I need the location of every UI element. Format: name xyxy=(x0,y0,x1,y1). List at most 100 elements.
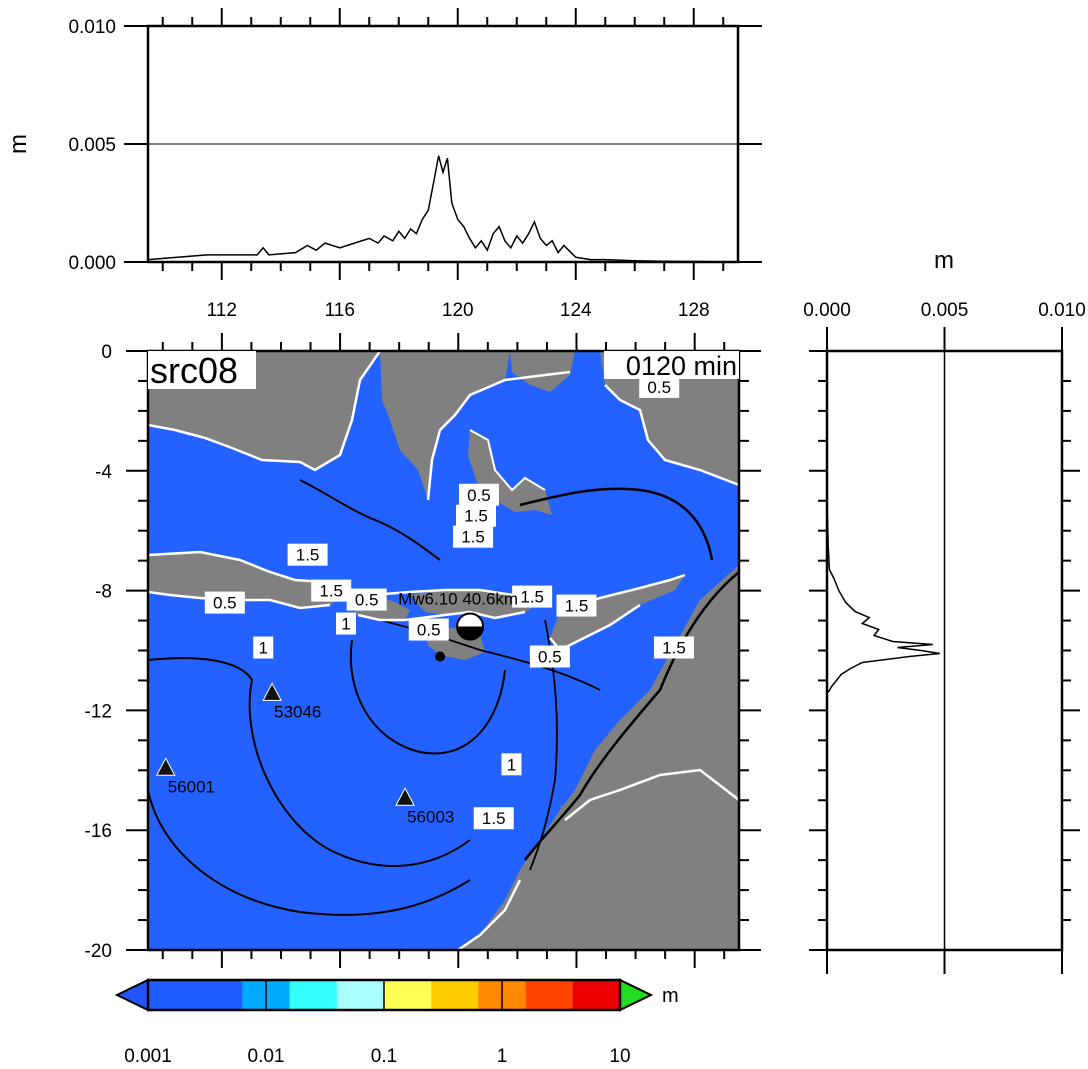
top-y-tick-label: 0.000 xyxy=(68,253,116,274)
colorbar-tick-labels: 0.001 0.01 0.1 1 10 xyxy=(124,1046,630,1067)
map-y-tick-label: -8 xyxy=(95,582,112,603)
station-label: 56001 xyxy=(168,777,215,796)
contour-label: 1.5 xyxy=(287,543,328,566)
top-y-tick-label: 0.005 xyxy=(68,135,116,156)
contour-label-box xyxy=(335,612,356,635)
colorbar-over-arrow xyxy=(619,978,654,1012)
colorbar-cell xyxy=(195,980,243,1010)
right-profile-ticks xyxy=(809,327,1080,974)
right-x-tick-label: 0.005 xyxy=(921,300,969,321)
map-ticks xyxy=(126,333,761,968)
colorbar-tick-label: 1 xyxy=(497,1046,508,1067)
contour-label: 1.5 xyxy=(556,594,597,617)
top-x-tick-label: 116 xyxy=(325,300,355,321)
contour-label: 1 xyxy=(501,753,522,776)
station-label: 53046 xyxy=(274,702,321,721)
top-x-tick-label: 124 xyxy=(560,300,592,321)
colorbar-tick-label: 0.01 xyxy=(248,1046,285,1067)
contour-label-text: 0.5 xyxy=(213,594,237,613)
right-profile-series-line xyxy=(826,515,940,693)
contour-coast-australia xyxy=(524,571,739,861)
map-y-tick-labels: 0 -4 -8 -12 -16 -20 xyxy=(85,342,113,962)
contour-label-box xyxy=(501,753,522,776)
contour-label: 1.5 xyxy=(311,579,352,602)
main-map-panel: 0.5 1.5 1.5 0.5 1 0.5 1 0.5 1.5 1.5 1.5 1.5 0.5 0.5 1.… xyxy=(85,333,761,968)
contour-label: 0.5 xyxy=(408,618,449,641)
contour-label-text: 1 xyxy=(507,755,516,774)
contour-label-box xyxy=(458,483,499,506)
epicenter-dot xyxy=(435,651,446,662)
contour-labels: 0.5 1.5 1.5 0.5 1 0.5 1 0.5 1.5 1.5 1.5 1.5 0.5 0.5 1.… xyxy=(204,375,694,830)
contour-label: 0.5 xyxy=(639,375,680,398)
stations: 53046 56001 56003 xyxy=(155,682,454,826)
contour-label: 1.5 xyxy=(453,525,494,548)
contour-label: 0.5 xyxy=(529,645,570,668)
contour-label: 0.5 xyxy=(458,483,499,506)
coastline-sulawesi xyxy=(426,370,571,501)
contour-outer-ring xyxy=(148,789,471,916)
colorbar-cell xyxy=(525,980,574,1010)
contour-label-text: 1.5 xyxy=(296,546,320,565)
top-y-tick-label: 0.010 xyxy=(68,17,116,38)
contour-label-box xyxy=(556,594,597,617)
station-label: 56003 xyxy=(407,807,454,826)
top-x-tick-label: 112 xyxy=(207,300,237,321)
right-profile-x-axis-title: m xyxy=(934,247,954,274)
contour-java-sea xyxy=(299,479,441,561)
coastline-australia xyxy=(457,768,739,950)
contour-label-text: 0.5 xyxy=(647,378,671,397)
contour-label-text: 1.5 xyxy=(461,528,485,547)
contour-label: 1.5 xyxy=(512,585,553,608)
right-x-tick-label: 0.000 xyxy=(803,300,851,321)
contour-banda-arc xyxy=(519,487,714,561)
contour-label-box xyxy=(653,636,694,659)
contour-label-box xyxy=(529,645,570,668)
colorbar-tick-label: 10 xyxy=(609,1046,630,1067)
contour-label-text: 1.5 xyxy=(565,597,589,616)
coastline-flores-sea xyxy=(469,429,546,492)
right-x-tick-label: 0.010 xyxy=(1038,300,1086,321)
colorbar-cell xyxy=(289,980,338,1010)
colorbar-cell xyxy=(336,980,385,1010)
contour-label: 1.5 xyxy=(473,807,514,830)
colorbar-unit: m xyxy=(662,985,679,1007)
colorbar-cell xyxy=(384,980,432,1010)
contour-label-text: 1.5 xyxy=(482,809,506,828)
map-y-tick-label: -12 xyxy=(85,701,112,722)
map-title-box xyxy=(148,351,256,389)
contour-label-box xyxy=(253,636,274,659)
contour-label-text: 1 xyxy=(259,639,268,658)
contour-label-box xyxy=(453,525,494,548)
map-y-tick-label: -20 xyxy=(85,941,112,962)
land-java xyxy=(148,552,350,608)
top-profile-ticks xyxy=(124,8,762,280)
contour-label-box xyxy=(204,591,245,614)
top-profile-y-axis-title: m xyxy=(5,134,32,154)
epicenter-marker: Mw6.10 40.6km xyxy=(398,590,518,662)
land-sumbawa-flores xyxy=(410,590,545,618)
top-x-tick-label: 128 xyxy=(678,300,710,321)
contour-label-box xyxy=(456,504,497,527)
contour-label-text: 1.5 xyxy=(662,639,686,658)
contour-label-box xyxy=(639,375,680,398)
station-56003: 56003 xyxy=(395,787,454,826)
contour-label-text: 1.5 xyxy=(464,507,488,526)
land-timor xyxy=(550,575,685,650)
map-y-tick-label: 0 xyxy=(101,342,112,363)
contour-label-box xyxy=(311,579,352,602)
land-sulawesi xyxy=(380,351,510,500)
station-triangle-icon xyxy=(155,757,176,776)
station-triangle-icon xyxy=(262,682,282,701)
time-label-box xyxy=(604,351,739,379)
station-56001: 56001 xyxy=(155,757,215,796)
land-australia xyxy=(458,565,739,950)
top-profile-y-tick-labels: 0.000 0.005 0.010 xyxy=(68,17,116,274)
colorbar-dividers xyxy=(265,980,503,1010)
coastline-borneo xyxy=(148,351,382,472)
epicenter-label: Mw6.10 40.6km xyxy=(398,590,518,609)
contour-label: 0.5 xyxy=(346,588,387,611)
contour-label-text: 1 xyxy=(341,615,350,634)
station-triangle-icon xyxy=(395,787,415,806)
map-title: src08 xyxy=(150,350,238,391)
